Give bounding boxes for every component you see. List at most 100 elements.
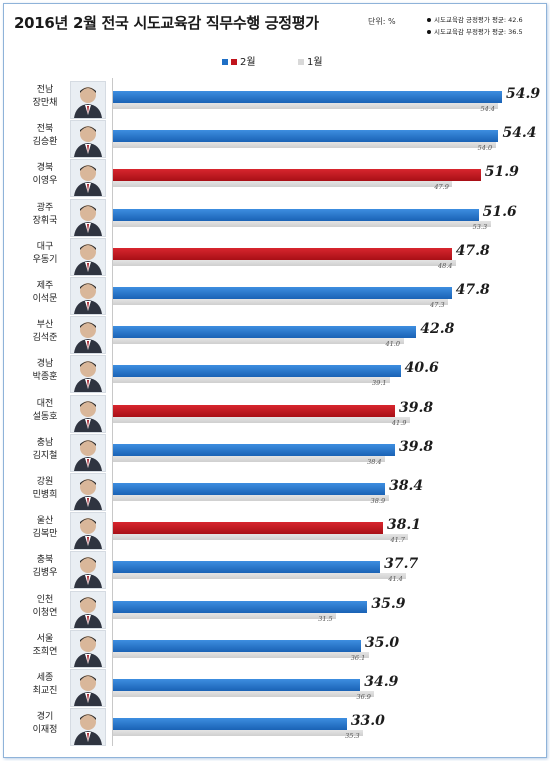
data-label-jan: 41.0 [385,340,400,349]
data-label-feb: 39.8 [399,399,434,416]
bar-jan [113,259,456,266]
bar-feb [113,718,347,731]
portrait-icon [70,473,106,511]
region-name: 인천 [36,594,54,605]
data-label-jan: 39.1 [372,379,387,388]
data-label-feb: 40.6 [404,360,439,377]
bar-jan [113,612,337,619]
portrait-icon [70,316,106,355]
bar-feb [113,326,417,339]
category-axis-line [112,78,113,746]
legend-swatch-red [231,59,237,65]
chart-row: 경기 이재정 33.0 35.3 [0,707,550,747]
legend-feb: 2월 [222,53,256,68]
portrait-icon [70,590,106,629]
avg-negative-text: 시도교육감 부정평가 평균: 36.5 [434,28,523,36]
avg-negative-note: 시도교육감 부정평가 평균: 36.5 [427,26,523,36]
data-label-jan: 47.3 [430,301,445,309]
portrait-icon [70,433,106,472]
region-name: 서울 [36,633,54,644]
bar-feb [113,208,479,221]
region-name: 제주 [36,281,54,291]
chart-row: 충남 김지철 39.8 38.4 [0,433,550,473]
data-label-jan: 41.4 [388,575,403,584]
data-label-feb: 47.8 [455,282,490,298]
avg-positive-note: 시도교육감 긍정평가 평균: 42.6 [427,14,523,24]
data-label-jan: 31.5 [318,614,333,623]
person-name: 조희연 [32,646,58,657]
category-label: 세종 최교진 [18,672,72,698]
data-label-feb: 42.8 [420,321,455,338]
category-label: 전북 김승환 [18,123,72,149]
person-name: 김석준 [32,333,58,344]
chart-title: 2016년 2월 전국 시도교육감 직무수행 긍정평가 [14,14,319,32]
data-label-feb: 51.9 [484,164,519,181]
region-name: 부산 [36,320,54,331]
data-label-feb: 54.4 [502,125,537,142]
data-label-jan: 41.7 [390,536,405,545]
chart-row: 경북 이영우 51.9 47.9 [0,158,550,198]
region-name: 충북 [36,555,54,566]
legend-feb-label: 2월 [240,57,256,68]
region-name: 경기 [36,712,54,723]
bar-jan [113,651,369,658]
category-label: 강원 민병희 [18,476,72,502]
data-label-jan: 48.4 [437,261,453,270]
portrait-icon [70,81,106,119]
portrait-icon [70,708,106,747]
region-name: 대구 [36,241,54,252]
data-label-feb: 54.9 [506,86,541,102]
data-label-jan: 36.9 [356,693,371,701]
person-name: 장만채 [32,98,58,108]
bar-jan [113,573,407,580]
avg-positive-text: 시도교육감 긍정평가 평균: 42.6 [434,16,523,24]
portrait-icon [70,277,106,315]
category-label: 경남 박종훈 [18,358,72,384]
bar-jan [113,103,499,109]
region-name: 세종 [36,673,54,683]
data-label-feb: 38.4 [389,478,424,494]
bar-feb [113,561,381,574]
bar-jan [113,142,496,149]
chart-row: 전북 김승환 54.4 54.0 [0,119,550,159]
person-name: 김병우 [32,568,58,579]
person-name: 민병희 [32,490,58,500]
chart-row: 전남 장만채 54.9 54.4 [0,80,550,120]
bar-feb [113,287,452,299]
person-name: 이석문 [32,294,58,304]
portrait-icon [70,120,106,159]
region-name: 광주 [36,202,54,213]
bar-jan [113,534,409,541]
legend-swatch-blue [222,59,228,65]
person-name: 이재정 [32,725,58,736]
bullet-icon [427,18,431,22]
category-label: 광주 장휘국 [18,202,72,228]
data-label-feb: 34.9 [364,674,399,690]
bar-feb [113,443,395,456]
category-label: 인천 이청연 [18,594,72,620]
portrait-icon [70,237,106,276]
data-label-feb: 51.6 [482,203,517,220]
region-name: 경북 [36,163,54,174]
bar-jan [113,416,410,423]
category-label: 충남 김지철 [18,437,72,463]
bar-feb [113,483,386,495]
region-name: 울산 [36,516,54,527]
bar-jan [113,299,449,305]
bar-feb [113,365,401,378]
person-name: 김지철 [32,450,58,461]
chart-row: 세종 최교진 34.9 36.9 [0,668,550,708]
person-name: 박종훈 [32,372,58,383]
chart-row: 대구 우동기 47.8 48.4 [0,237,550,277]
bullet-icon [427,30,431,34]
bar-jan [113,338,404,345]
region-name: 전남 [36,85,54,95]
chart-row: 광주 장휘국 51.6 53.3 [0,198,550,238]
bar-jan [113,691,375,697]
